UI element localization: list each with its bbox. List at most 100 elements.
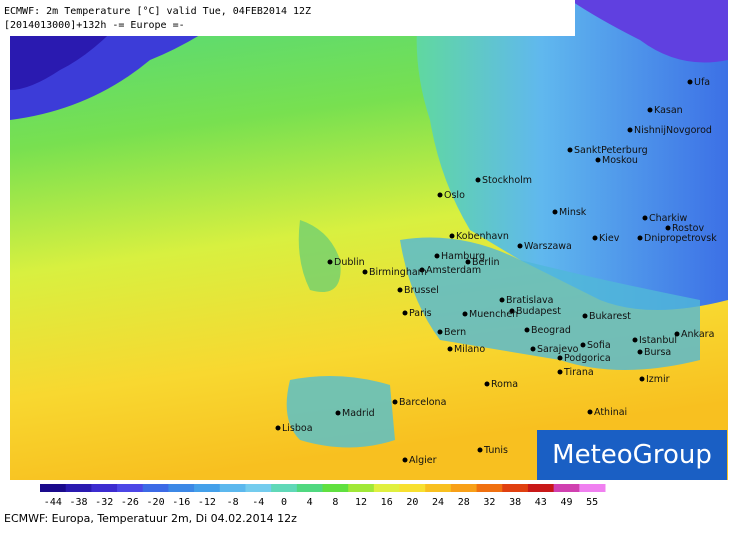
city-label: Rostov [672, 223, 704, 234]
city-dot [437, 192, 443, 198]
city-label: Istanbul [639, 335, 677, 346]
colorbar-cell [502, 484, 529, 492]
city-label: Hamburg [441, 251, 485, 262]
city-dot [499, 297, 505, 303]
colorbar-cell [373, 484, 401, 492]
colorbar-label: 0 [281, 497, 287, 508]
colorbar-label: 32 [483, 497, 495, 508]
colorbar-cell [271, 484, 298, 492]
colorbar-cell [245, 484, 272, 492]
arctic-east [570, 0, 728, 63]
city-dot [557, 355, 563, 361]
colorbar-cell [142, 484, 169, 492]
colorbar-cell [65, 484, 92, 492]
city-dot [437, 329, 443, 335]
colorbar-cell [553, 484, 580, 492]
colorbar-label: 49 [560, 497, 572, 508]
colorbar-cell [296, 484, 323, 492]
city-dot [477, 447, 483, 453]
city-label: Budapest [516, 306, 561, 317]
city-dot [674, 331, 680, 337]
colorbar-label: 4 [307, 497, 313, 508]
city-label: Bursa [644, 347, 671, 358]
britain [298, 220, 341, 292]
colorbar-cell [322, 484, 349, 492]
colorbar-label: -44 [44, 497, 62, 508]
colorbar-cell [579, 484, 606, 492]
city-label: Barcelona [399, 397, 446, 408]
colorbar: -44 -38 -32 -26 -20 -16 -12 -8 -4 0 4 8 12 16 20 24 28 32… [40, 484, 606, 508]
city-label: Brussel [404, 285, 439, 296]
city-dot [275, 425, 281, 431]
colorbar-cell [348, 484, 375, 492]
city-dot [627, 127, 633, 133]
city-dot [434, 253, 440, 259]
city-dot [687, 79, 693, 85]
city-dot [595, 157, 601, 163]
city-label: NishnijNovgorod [634, 125, 712, 136]
colorbar-label: -4 [252, 497, 264, 508]
city-dot [517, 243, 523, 249]
city-label: Kiev [599, 233, 620, 244]
colorbar-cell [399, 484, 426, 492]
city-label: Minsk [559, 207, 587, 218]
colorbar-label: 38 [509, 497, 521, 508]
city-dot [327, 259, 333, 265]
city-label: Ufa [694, 77, 710, 88]
city-label: Stockholm [482, 175, 532, 186]
city-dot [647, 107, 653, 113]
city-dot [524, 327, 530, 333]
city-dot [639, 376, 645, 382]
city-label: Bern [444, 327, 466, 338]
colorbar-label: 12 [355, 497, 367, 508]
colorbar-cell [476, 484, 503, 492]
colorbar-label: 16 [381, 497, 393, 508]
colorbar-label: 55 [586, 497, 598, 508]
header-line: [2014013000]+132h -= Europe =- [4, 20, 185, 31]
city-label: Birmingham [369, 267, 427, 278]
city-dot [475, 177, 481, 183]
colorbar-label: -32 [95, 497, 113, 508]
city-dot [580, 342, 586, 348]
city-dot [484, 381, 490, 387]
city-dot [665, 225, 671, 231]
city-label: Beograd [531, 325, 571, 336]
city-label: Podgorica [564, 353, 611, 364]
colorbar-cell [168, 484, 195, 492]
city-dot [465, 259, 471, 265]
city-label: SanktPeterburg [574, 145, 648, 156]
city-dot [335, 410, 341, 416]
colorbar-cell [91, 484, 118, 492]
city-dot [637, 235, 643, 241]
city-dot [462, 311, 468, 317]
city-label: Sarajevo [537, 344, 579, 355]
colorbar-cell [425, 484, 452, 492]
colorbar-label: -20 [147, 497, 165, 508]
colorbar-label: 8 [332, 497, 338, 508]
city-dot [567, 147, 573, 153]
city-label: Lisboa [282, 423, 313, 434]
footer: ECMWF: Europa, Temperatuur 2m, Di 04.02.… [4, 512, 297, 525]
header-box [0, 0, 575, 36]
city-dot [530, 346, 536, 352]
city-dot [419, 267, 425, 273]
colorbar-cell [40, 484, 67, 492]
city-label: Madrid [342, 408, 375, 419]
iberia [286, 376, 395, 448]
city-label: Moskou [602, 155, 638, 166]
city-label: Kasan [654, 105, 683, 116]
city-label: Tunis [483, 445, 508, 456]
city-label: Charkiw [649, 213, 688, 224]
east-europe [416, 0, 728, 310]
city-label: Milano [454, 344, 485, 355]
colorbar-label: -16 [172, 497, 190, 508]
header-line: ECMWF: 2m Temperature [°C] valid Tue, 04… [4, 6, 311, 17]
logo-box [537, 430, 727, 480]
city-dot [509, 308, 515, 314]
city-label: Berlin [472, 257, 500, 268]
city-dot [362, 269, 368, 275]
city-dot [402, 310, 408, 316]
city-label: Muenchen [469, 309, 518, 320]
